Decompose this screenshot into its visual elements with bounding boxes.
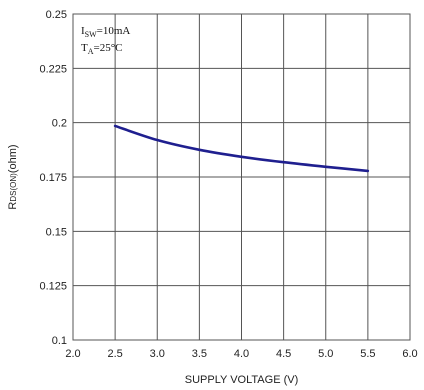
y-axis-label-main: R	[7, 202, 19, 210]
annotation-tail: =10mA	[97, 25, 131, 37]
series-lines	[113, 124, 370, 173]
grid	[72, 13, 411, 341]
y-tick-label: 0.175	[39, 172, 67, 184]
annotation-sub: A	[88, 47, 94, 56]
x-tick-label: 4.5	[276, 348, 291, 360]
annotation: ISW=10mA	[81, 25, 130, 39]
annotations: ISW=10mA TA=25°C	[81, 25, 130, 56]
x-tick-label: 5.0	[318, 348, 333, 360]
x-tick-label: 4.0	[234, 348, 249, 360]
x-tick-label: 3.0	[150, 348, 165, 360]
x-tick-label: 5.5	[360, 348, 375, 360]
x-tick-label: 3.5	[192, 348, 207, 360]
y-tick-label: 0.15	[46, 226, 67, 238]
y-tick-label: 0.1	[52, 335, 67, 347]
annotation-tail: =25°C	[94, 42, 123, 54]
y-axis-label-sub: DS(ON)	[9, 173, 18, 202]
x-tick-label: 2.5	[107, 348, 122, 360]
y-tick-label: 0.225	[39, 63, 67, 75]
series-line	[113, 124, 370, 173]
y-tick-label: 0.25	[46, 9, 67, 21]
y-tick-label: 0.2	[52, 118, 67, 130]
y-axis-label-tail: (ohm)	[7, 144, 19, 173]
tick-labels: 2.0 2.5 3.0 3.5 4.0 4.5 5.0 5.5 6.0 0.1 0.125 0.15 0…	[39, 9, 417, 360]
y-axis-label: RDS(ON)(ohm)	[7, 144, 19, 209]
x-tick-label: 2.0	[65, 348, 80, 360]
x-tick-label: 6.0	[402, 348, 417, 360]
x-axis-label: SUPPLY VOLTAGE (V)	[185, 374, 299, 386]
annotation-sub: SW	[85, 30, 97, 39]
y-tick-label: 0.125	[39, 281, 67, 293]
plot-frame	[72, 13, 411, 341]
annotation-main: T	[81, 42, 88, 54]
annotation-main: I	[81, 25, 85, 37]
annotation: TA=25°C	[81, 42, 122, 56]
